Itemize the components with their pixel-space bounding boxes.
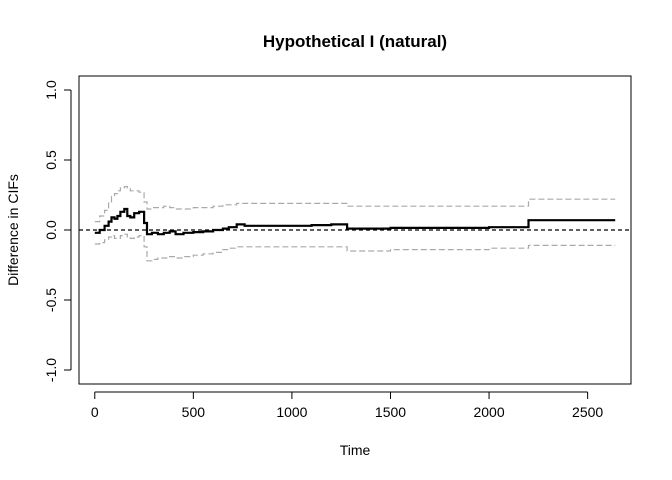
- series-upper-bound-line: [94, 186, 616, 223]
- y-tick-label: -1.0: [43, 358, 59, 382]
- x-tick-label: 1500: [375, 404, 406, 420]
- series-estimate-line: [94, 207, 616, 236]
- chart-title: Hypothetical I (natural): [263, 32, 447, 51]
- x-tick-label: 2500: [572, 404, 603, 420]
- y-tick-label: 0.5: [43, 150, 59, 170]
- y-tick-label: 0.0: [43, 220, 59, 240]
- x-tick-label: 1000: [276, 404, 307, 420]
- x-tick-label: 0: [91, 404, 99, 420]
- x-axis-label: Time: [340, 442, 371, 458]
- y-tick-label: 1.0: [43, 80, 59, 100]
- y-axis-label: Difference in CIFs: [5, 174, 21, 286]
- series-lower-bound-line: [94, 233, 616, 262]
- x-tick-label: 2000: [473, 404, 504, 420]
- y-tick-label: -0.5: [43, 288, 59, 312]
- x-tick-label: 500: [182, 404, 206, 420]
